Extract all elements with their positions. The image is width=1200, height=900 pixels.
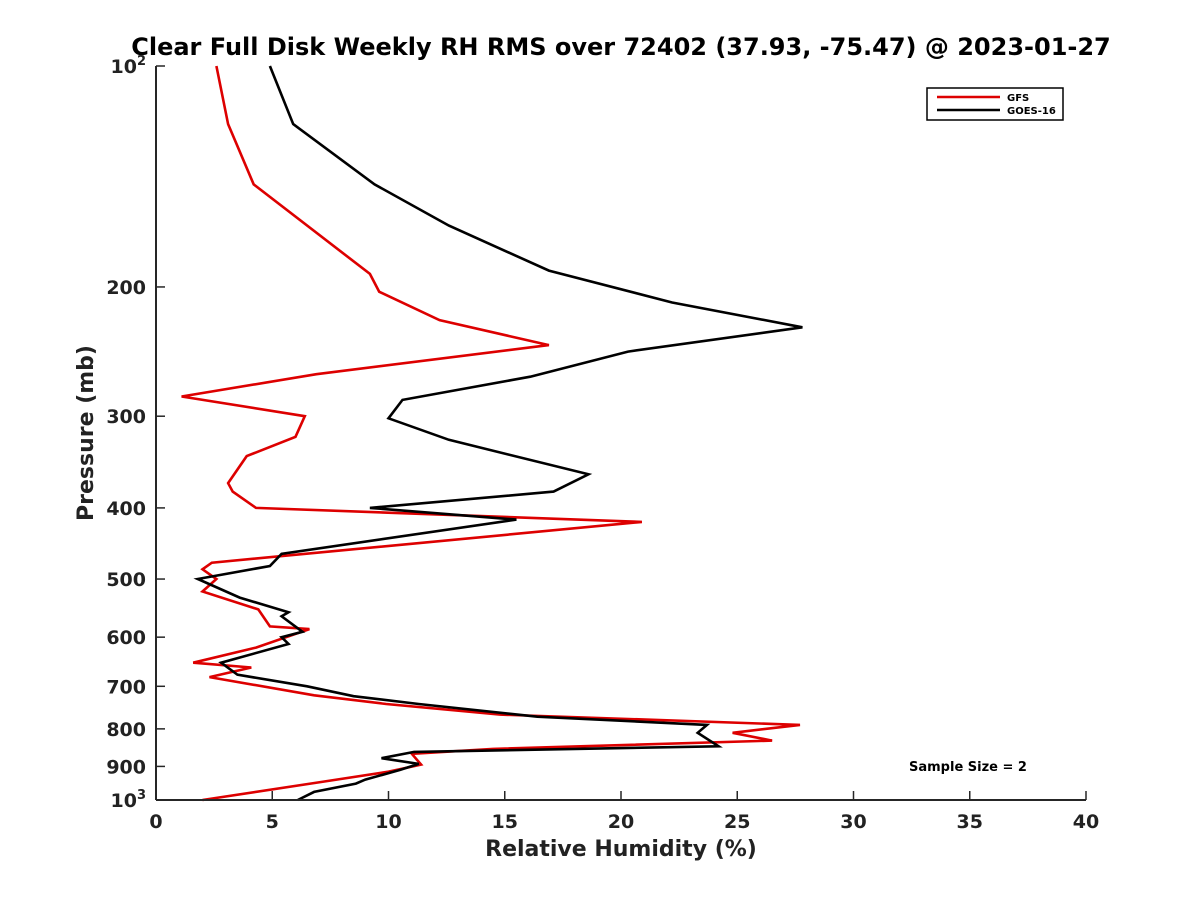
x-tick-label: 20 — [608, 811, 634, 833]
y-tick-label: 200 — [106, 277, 146, 299]
x-tick-label: 35 — [957, 811, 983, 833]
legend-box — [926, 87, 1064, 121]
y-tick-label: 103 — [111, 788, 147, 812]
x-axis-label: Relative Humidity (%) — [485, 837, 757, 862]
x-tick-label: 40 — [1073, 811, 1099, 833]
x-tick-label: 10 — [375, 811, 401, 833]
y-tick-label: 700 — [106, 676, 146, 698]
y-tick-label: 600 — [106, 627, 146, 649]
x-tick-label: 30 — [840, 811, 866, 833]
series-line-goes16 — [193, 65, 803, 802]
y-tick-label: 500 — [106, 569, 146, 591]
legend: GFS GOES-16 — [926, 87, 1064, 121]
x-tick-label: 25 — [724, 811, 750, 833]
y-tick-label: 900 — [106, 756, 146, 778]
sample-size-annotation: Sample Size = 2 — [909, 760, 1027, 775]
chart-title: Clear Full Disk Weekly RH RMS over 72402… — [131, 33, 1111, 61]
y-axis-ticks: 102 200 300 400 500 600 700 800 900 103 — [106, 54, 165, 812]
series-layer — [181, 65, 803, 802]
y-tick-label: 102 — [111, 54, 147, 78]
legend-label-goes16: GOES-16 — [1007, 106, 1056, 117]
x-axis-ticks: 0 5 10 15 20 25 30 35 40 — [149, 791, 1099, 833]
series-line-gfs — [181, 65, 801, 802]
x-tick-label: 0 — [149, 811, 162, 833]
y-axis-label: Pressure (mb) — [74, 345, 99, 521]
y-tick-label: 400 — [106, 498, 146, 520]
x-tick-label: 15 — [492, 811, 518, 833]
y-tick-label: 800 — [106, 719, 146, 741]
legend-label-gfs: GFS — [1007, 93, 1029, 104]
y-tick-label: 300 — [106, 406, 146, 428]
x-tick-label: 5 — [266, 811, 279, 833]
